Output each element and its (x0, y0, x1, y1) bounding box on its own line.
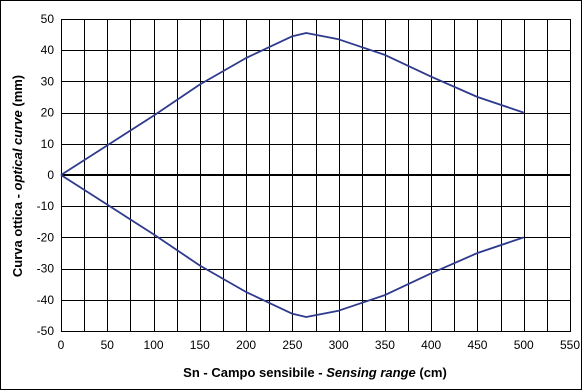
y-tick-label: -30 (37, 262, 55, 276)
x-tick-label: 300 (329, 338, 349, 352)
grid (61, 19, 571, 332)
x-tick-label: 50 (101, 338, 115, 352)
y-tick-label: -50 (37, 324, 55, 338)
y-tick-label: -10 (37, 199, 55, 213)
y-tick-label: 0 (47, 168, 54, 182)
x-tick-label: 0 (58, 338, 65, 352)
y-tick-label: 50 (41, 12, 55, 26)
y-tick-label: -20 (37, 230, 55, 244)
x-tick-label: 400 (421, 338, 441, 352)
x-tick-label: 550 (560, 338, 580, 352)
x-tick-label: 150 (190, 338, 210, 352)
x-tick-label: 450 (467, 338, 487, 352)
x-tick-label: 250 (282, 338, 302, 352)
series-lines (60, 32, 524, 318)
x-tick-label: 500 (514, 338, 534, 352)
y-tick-label: -40 (37, 293, 55, 307)
x-tick-label: 350 (375, 338, 395, 352)
y-tick-label: 40 (41, 43, 55, 57)
y-axis-title: Curva ottica - optical curve (mm) (10, 75, 25, 277)
y-tick-label: 20 (41, 106, 55, 120)
y-tick-label: 30 (41, 74, 55, 88)
x-tick-label: 200 (236, 338, 256, 352)
x-tick-label: 100 (144, 338, 164, 352)
series-line-upper (60, 32, 524, 176)
y-tick-label: 10 (41, 137, 55, 151)
series-line-lower (60, 174, 524, 318)
x-axis-title: Sn - Campo sensibile - Sensing range (cm… (183, 365, 447, 380)
